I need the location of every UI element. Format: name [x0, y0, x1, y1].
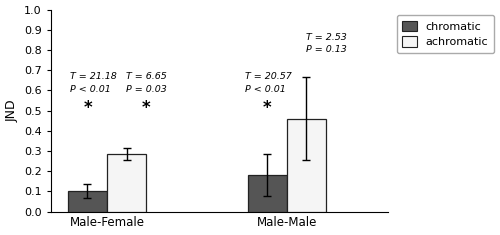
Text: T = 2.53
P = 0.13: T = 2.53 P = 0.13: [306, 33, 346, 54]
Bar: [107, 154, 146, 212]
Text: T = 20.57
P < 0.01: T = 20.57 P < 0.01: [246, 72, 292, 94]
Text: *: *: [262, 99, 271, 117]
Bar: [287, 119, 326, 212]
Text: T = 21.18
P < 0.01: T = 21.18 P < 0.01: [70, 72, 116, 94]
Text: *: *: [84, 99, 92, 117]
Y-axis label: JND: JND: [6, 99, 18, 122]
Bar: [248, 175, 287, 212]
Bar: [68, 191, 107, 212]
Text: *: *: [142, 99, 150, 117]
Text: T = 6.65
P = 0.03: T = 6.65 P = 0.03: [126, 72, 167, 94]
Legend: chromatic, achromatic: chromatic, achromatic: [397, 15, 494, 53]
